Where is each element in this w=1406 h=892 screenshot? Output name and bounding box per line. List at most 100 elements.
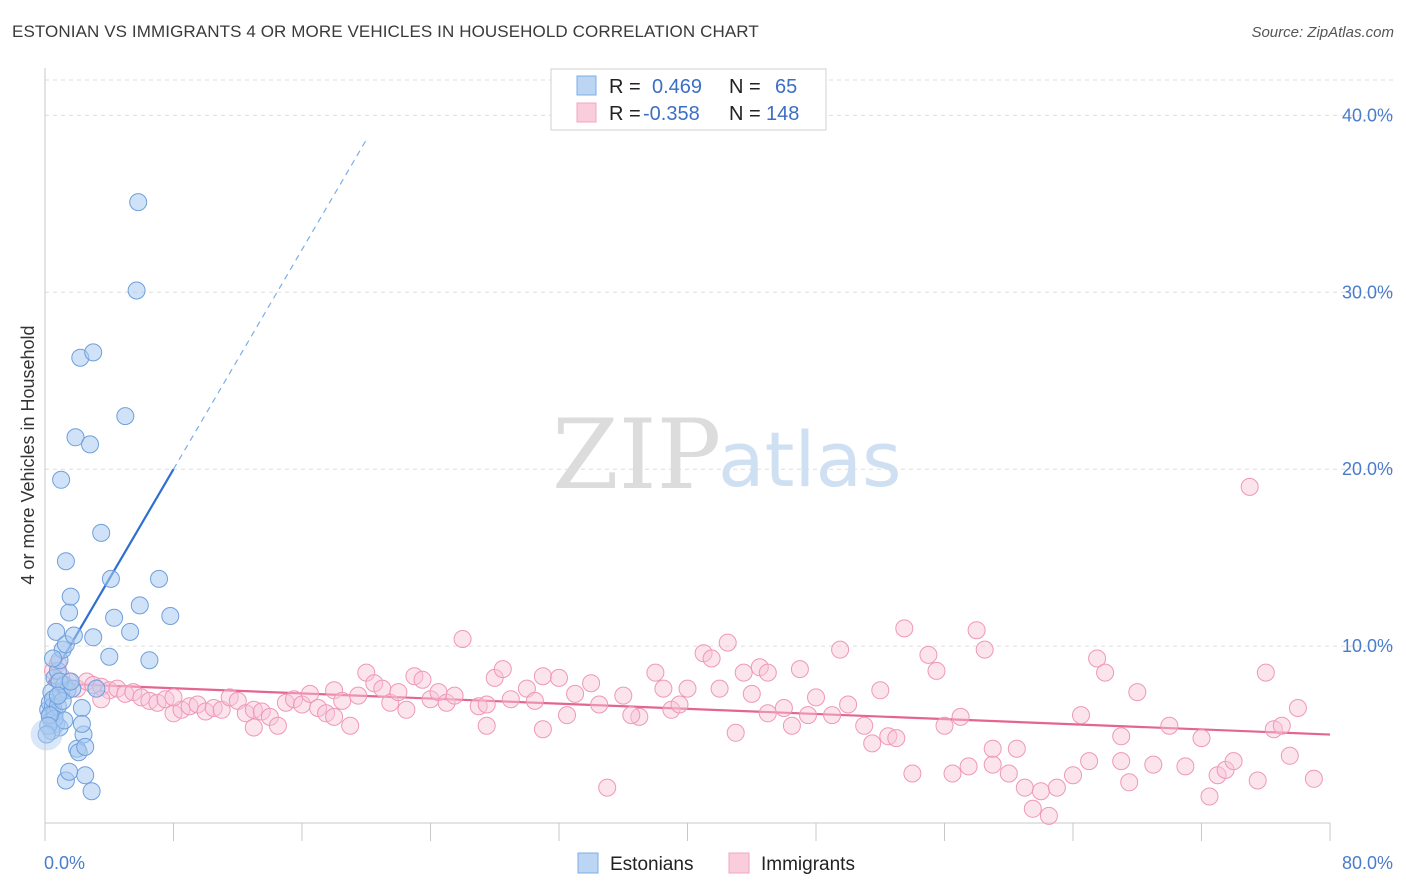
estonian-point xyxy=(81,435,99,454)
legend-r-label-1: R = xyxy=(609,76,641,98)
estonian-point xyxy=(60,603,79,622)
immigrant-point xyxy=(622,706,641,725)
legend-n-label-2: N = xyxy=(729,103,761,125)
immigrant-point xyxy=(164,688,183,707)
immigrant-point xyxy=(799,706,817,725)
immigrant-point xyxy=(1080,752,1099,771)
estonian-point xyxy=(84,628,103,647)
estonian-point xyxy=(129,193,148,212)
immigrant-point xyxy=(1064,766,1082,785)
chart-title: ESTONIAN VS IMMIGRANTS 4 OR MORE VEHICLE… xyxy=(12,22,759,41)
immigrant-point xyxy=(1144,755,1163,774)
legend-n-label-1: N = xyxy=(729,76,761,98)
immigrant-point xyxy=(614,686,633,705)
immigrant-point xyxy=(935,716,954,735)
estonian-point xyxy=(48,686,67,705)
y-axis-label: 4 or more Vehicles in Household xyxy=(18,325,38,584)
gridlines xyxy=(45,79,1395,647)
immigrant-point xyxy=(646,663,665,682)
immigrant-point xyxy=(670,695,689,714)
immigrant-point xyxy=(1288,699,1307,717)
estonian-point xyxy=(116,407,135,426)
estonian-point xyxy=(76,766,95,785)
immigrant-point xyxy=(807,688,825,707)
immigrant-point xyxy=(718,633,737,652)
estonian-point xyxy=(37,725,56,744)
legend-swatch-immigrants xyxy=(576,102,597,123)
legend-n-value-1: 65 xyxy=(775,76,797,98)
axes xyxy=(44,68,1331,841)
watermark-zip: ZIP xyxy=(552,399,721,511)
immigrant-point xyxy=(895,619,914,638)
legend-n-value-2: 148 xyxy=(766,103,799,125)
immigrant-point xyxy=(349,686,368,705)
immigrant-point xyxy=(999,764,1018,783)
estonian-point xyxy=(121,622,140,641)
estonian-point xyxy=(64,626,83,645)
trend-line-estonians-extension xyxy=(172,139,367,470)
estonian-point xyxy=(100,647,119,666)
immigrant-point xyxy=(533,667,552,686)
watermark-atlas: atlas xyxy=(718,415,902,504)
series-legend: Estonians Immigrants xyxy=(577,852,855,875)
immigrant-point xyxy=(951,707,970,726)
immigrant-point xyxy=(758,663,777,682)
estonian-point xyxy=(44,649,62,668)
estonian-point xyxy=(72,699,91,717)
immigrant-point xyxy=(919,645,938,664)
immigrant-point xyxy=(734,663,753,682)
y-tick-label: 40.0% xyxy=(1342,105,1393,125)
immigrant-point xyxy=(1047,778,1066,797)
immigrant-point xyxy=(702,649,721,668)
immigrant-point xyxy=(726,723,745,742)
x-tick-label-min: 0.0% xyxy=(44,853,85,873)
legend-r-value-1: 0.469 xyxy=(652,76,702,98)
immigrant-point xyxy=(1200,787,1219,806)
bottom-legend-estonians: Estonians xyxy=(610,854,693,875)
immigrant-point xyxy=(325,707,344,726)
legend-swatch-estonians xyxy=(576,75,597,96)
immigrant-point xyxy=(1096,663,1115,682)
immigrant-point xyxy=(1280,746,1299,765)
estonian-point xyxy=(101,569,120,588)
immigrant-point xyxy=(1160,716,1179,735)
estonian-point xyxy=(47,622,66,641)
estonian-point xyxy=(61,587,80,606)
immigrant-point xyxy=(1128,683,1147,702)
immigrant-point xyxy=(975,640,994,659)
immigrant-point xyxy=(1248,771,1267,790)
immigrant-point xyxy=(831,640,850,659)
immigrant-point xyxy=(887,729,906,748)
immigrant-point xyxy=(790,660,809,679)
estonian-point xyxy=(140,651,159,670)
estonian-point xyxy=(56,552,75,571)
immigrant-point xyxy=(268,716,287,735)
immigrant-point xyxy=(1031,782,1050,801)
immigrant-point xyxy=(967,621,986,640)
estonian-point xyxy=(84,343,103,362)
immigrant-point xyxy=(341,716,360,735)
y-tick-label: 20.0% xyxy=(1342,459,1393,479)
immigrant-point xyxy=(1112,727,1131,746)
immigrant-point xyxy=(413,670,432,689)
estonian-point xyxy=(52,470,71,489)
immigrant-point xyxy=(558,706,576,725)
immigrant-point xyxy=(333,691,352,710)
immigrant-point xyxy=(244,718,263,737)
immigrant-point xyxy=(1176,757,1195,776)
trend-line-immigrants xyxy=(48,682,1331,736)
estonian-point xyxy=(161,607,180,625)
immigrant-point xyxy=(1007,739,1026,758)
legend-r-value-2: -0.358 xyxy=(643,103,700,125)
immigrant-point xyxy=(1088,649,1107,668)
y-tick-label: 30.0% xyxy=(1342,282,1393,302)
immigrant-point xyxy=(1304,769,1323,788)
legend-r-label-2: R = xyxy=(609,103,641,125)
immigrant-point xyxy=(445,686,464,705)
estonian-point xyxy=(92,523,111,542)
series-immigrants-points xyxy=(44,477,1323,825)
immigrant-point xyxy=(983,755,1002,774)
immigrant-point xyxy=(823,706,842,725)
immigrant-point xyxy=(1224,752,1243,771)
